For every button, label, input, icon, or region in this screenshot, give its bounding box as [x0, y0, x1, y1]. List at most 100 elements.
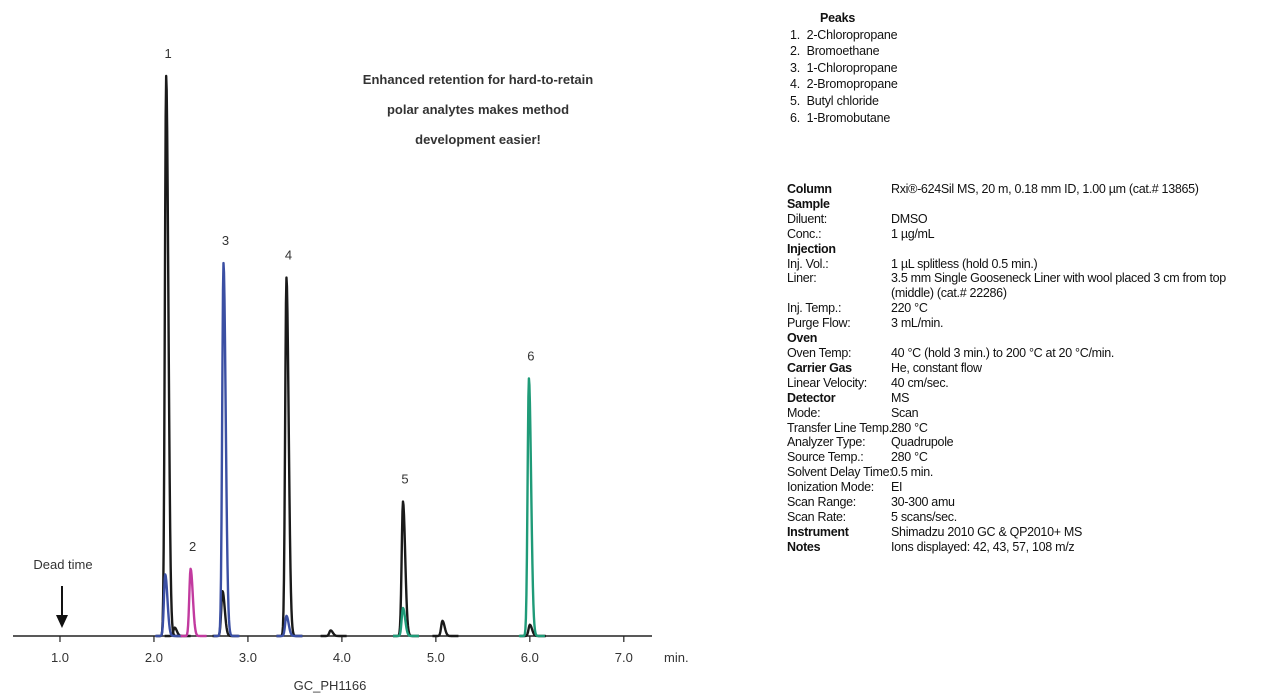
callout: polar analytes makes method	[387, 102, 569, 117]
condition-row: Inj. Temp.: 220 °C	[787, 301, 1261, 316]
dead-time-label: Dead time	[33, 557, 92, 572]
condition-row: Injection	[787, 242, 1261, 257]
peak	[392, 500, 420, 638]
condition-key: Diluent:	[787, 211, 827, 226]
condition-key: Linear Velocity:	[787, 375, 867, 390]
peak-item: 1. 2-Chloropropane	[790, 27, 898, 42]
x-tick-label: 2.0	[145, 650, 163, 665]
condition-row: Scan Rate: 5 scans/sec.	[787, 510, 1261, 525]
footer: GC_PH1166	[294, 678, 367, 693]
condition-row: Linear Velocity: 40 cm/sec.	[787, 376, 1261, 391]
condition-key: Solvent Delay Time:	[787, 465, 893, 480]
x-tick-label: 1.0	[51, 650, 69, 665]
condition-key: Instrument	[787, 524, 849, 539]
condition-row: Detector MS	[787, 391, 1261, 406]
condition-key: Injection	[787, 241, 836, 256]
x-tick-label: 4.0	[333, 650, 351, 665]
peak	[212, 261, 241, 638]
peak	[319, 629, 348, 638]
peak	[431, 619, 460, 638]
condition-key: Mode:	[787, 405, 821, 420]
condition-value: MS	[891, 390, 910, 405]
condition-row: Carrier Gas He, constant flow	[787, 361, 1261, 376]
condition-value: 3 mL/min.	[891, 316, 944, 331]
condition-value: 1 µL splitless (hold 0.5 min.)	[891, 256, 1038, 271]
condition-key: Column	[787, 182, 832, 196]
condition-value: 3.5 mm Single Gooseneck Liner with wool …	[891, 271, 1226, 301]
condition-key: Purge Flow:	[787, 316, 851, 331]
peak-item: 6. 1-Bromobutane	[790, 110, 891, 125]
x-tick-label: 5.0	[427, 650, 445, 665]
condition-key: Source Temp.:	[787, 450, 864, 465]
condition-value: 1 µg/mL	[891, 226, 935, 241]
condition-row: Liner: 3.5 mm Single Gooseneck Liner with…	[787, 271, 1261, 301]
condition-value: 0.5 min.	[891, 465, 934, 480]
condition-key: Analyzer Type:	[787, 435, 866, 450]
condition-row: Oven	[787, 331, 1261, 346]
condition-key: Liner:	[787, 271, 817, 286]
dead-time-arrowhead	[55, 615, 68, 628]
peak	[211, 590, 240, 638]
peak	[275, 276, 304, 638]
peaks-legend: Peaks 1. 2-Chloropropane 2. Bromoethane 3.…	[790, 10, 898, 126]
condition-row: Scan Range: 30-300 amu	[787, 495, 1261, 510]
condition-key: Carrier Gas	[787, 360, 852, 375]
condition-row: Purge Flow: 3 mL/min.	[787, 316, 1261, 331]
x-axis-label: min.	[664, 650, 689, 665]
peak-item: 4. 2-Bromopropane	[790, 77, 898, 92]
condition-value: 30-300 amu	[891, 495, 955, 510]
condition-value: Scan	[891, 405, 919, 420]
condition-value: 280 °C	[891, 420, 928, 435]
peak	[275, 614, 304, 638]
condition-key: Scan Range:	[787, 495, 856, 510]
condition-row: Diluent: DMSO	[787, 212, 1261, 227]
x-tick-label: 7.0	[615, 650, 633, 665]
peak	[392, 606, 420, 638]
condition-row: Instrument Shimadzu 2010 GC & QP2010+ MS	[787, 525, 1261, 540]
peaks-title: Peaks	[820, 11, 856, 25]
condition-key: Scan Rate:	[787, 509, 846, 524]
peak	[155, 74, 183, 638]
condition-row: Notes Ions displayed: 42, 43, 57, 108 m/z	[787, 540, 1261, 555]
condition-value: 5 scans/sec.	[891, 509, 957, 524]
condition-value: Shimadzu 2010 GC & QP2010+ MS	[891, 524, 1083, 539]
condition-row: Conc.: 1 µg/mL	[787, 227, 1261, 242]
condition-key: Inj. Vol.:	[787, 256, 829, 271]
condition-key: Detector	[787, 390, 836, 405]
condition-value: 280 °C	[891, 450, 928, 465]
peak-label: 6	[527, 348, 534, 363]
peak	[154, 573, 182, 638]
condition-value: He, constant flow	[891, 360, 982, 375]
conditions-table: Column Rxi®-624Sil MS, 20 m, 0.18 mm ID, …	[787, 182, 1261, 555]
condition-row: Inj. Vol.: 1 µL splitless (hold 0.5 min.)	[787, 257, 1261, 272]
condition-value: 40 cm/sec.	[891, 375, 949, 390]
condition-key: Conc.:	[787, 226, 822, 241]
peak-label: 3	[222, 233, 229, 248]
condition-key: Inj. Temp.:	[787, 301, 842, 316]
condition-row: Column Rxi®-624Sil MS, 20 m, 0.18 mm ID, …	[787, 182, 1261, 197]
condition-row: Source Temp.: 280 °C	[787, 450, 1261, 465]
condition-key: Oven	[787, 331, 818, 346]
callout: Enhanced retention for hard-to-retain	[363, 72, 593, 87]
x-tick-label: 6.0	[521, 650, 539, 665]
condition-value: EI	[891, 480, 903, 495]
condition-row: Solvent Delay Time: 0.5 min.	[787, 465, 1261, 480]
condition-value: Rxi®-624Sil MS, 20 m, 0.18 mm ID, 1.00 µ…	[891, 182, 1199, 196]
condition-value: 40 °C (hold 3 min.) to 200 °C at 20 °C/m…	[891, 345, 1115, 360]
condition-row: Oven Temp: 40 °C (hold 3 min.) to 200 °C …	[787, 346, 1261, 361]
peak-label: 1	[165, 46, 172, 61]
peak-label: 2	[189, 539, 196, 554]
condition-key: Oven Temp:	[787, 345, 852, 360]
condition-value: Quadrupole	[891, 435, 954, 450]
condition-value: DMSO	[891, 211, 928, 226]
x-tick-label: 3.0	[239, 650, 257, 665]
condition-value: Ions displayed: 42, 43, 57, 108 m/z	[891, 539, 1075, 554]
condition-key: Ionization Mode:	[787, 480, 874, 495]
peak-label: 4	[285, 248, 292, 263]
condition-row: Mode: Scan	[787, 406, 1261, 421]
callout: development easier!	[415, 132, 541, 147]
condition-key: Sample	[787, 196, 830, 211]
peak	[518, 377, 546, 638]
peak-item: 3. 1-Chloropropane	[790, 60, 898, 75]
